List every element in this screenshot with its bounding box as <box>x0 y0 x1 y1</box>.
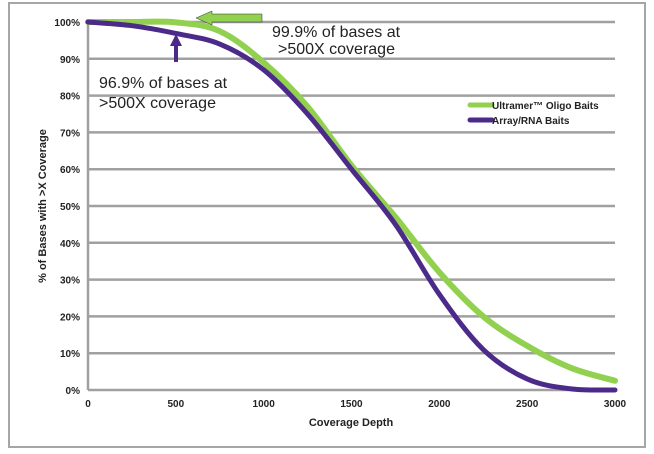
legend-label: Ultramer™ Oligo Baits <box>492 101 599 112</box>
y-tick-label: 60% <box>60 165 80 176</box>
y-axis-label: % of Bases with >X Coverage <box>37 129 49 283</box>
chart-frame <box>8 2 646 448</box>
x-tick-label: 1500 <box>340 399 363 410</box>
y-tick-label: 20% <box>60 312 80 323</box>
annotation-green-line1: 99.9% of bases at <box>272 24 401 41</box>
y-tick-label: 40% <box>60 239 80 250</box>
y-tick-label: 80% <box>60 92 80 103</box>
annotation-green-line2: >500X coverage <box>278 41 395 58</box>
arrow-up-icon <box>170 34 182 62</box>
annotation-purple-line2: >500X coverage <box>99 95 216 112</box>
x-tick-label: 2500 <box>516 399 539 410</box>
x-tick-label: 2000 <box>428 399 451 410</box>
y-tick-label: 0% <box>66 386 81 397</box>
annotation-purple-line1: 96.9% of bases at <box>99 75 228 92</box>
y-tick-label: 10% <box>60 349 80 360</box>
y-tick-label: 100% <box>54 18 80 29</box>
x-axis-label: Coverage Depth <box>309 417 394 429</box>
x-tick-label: 1000 <box>253 399 276 410</box>
x-tick-label: 3000 <box>604 399 627 410</box>
y-tick-label: 50% <box>60 202 80 213</box>
y-tick-label: 30% <box>60 276 80 287</box>
arrow-left-icon <box>195 10 263 26</box>
legend-label: Array/RNA Baits <box>492 116 570 127</box>
x-tick-label: 0 <box>85 399 91 410</box>
x-tick-label: 500 <box>167 399 184 410</box>
y-tick-label: 70% <box>60 128 80 139</box>
y-tick-label: 90% <box>60 55 80 66</box>
